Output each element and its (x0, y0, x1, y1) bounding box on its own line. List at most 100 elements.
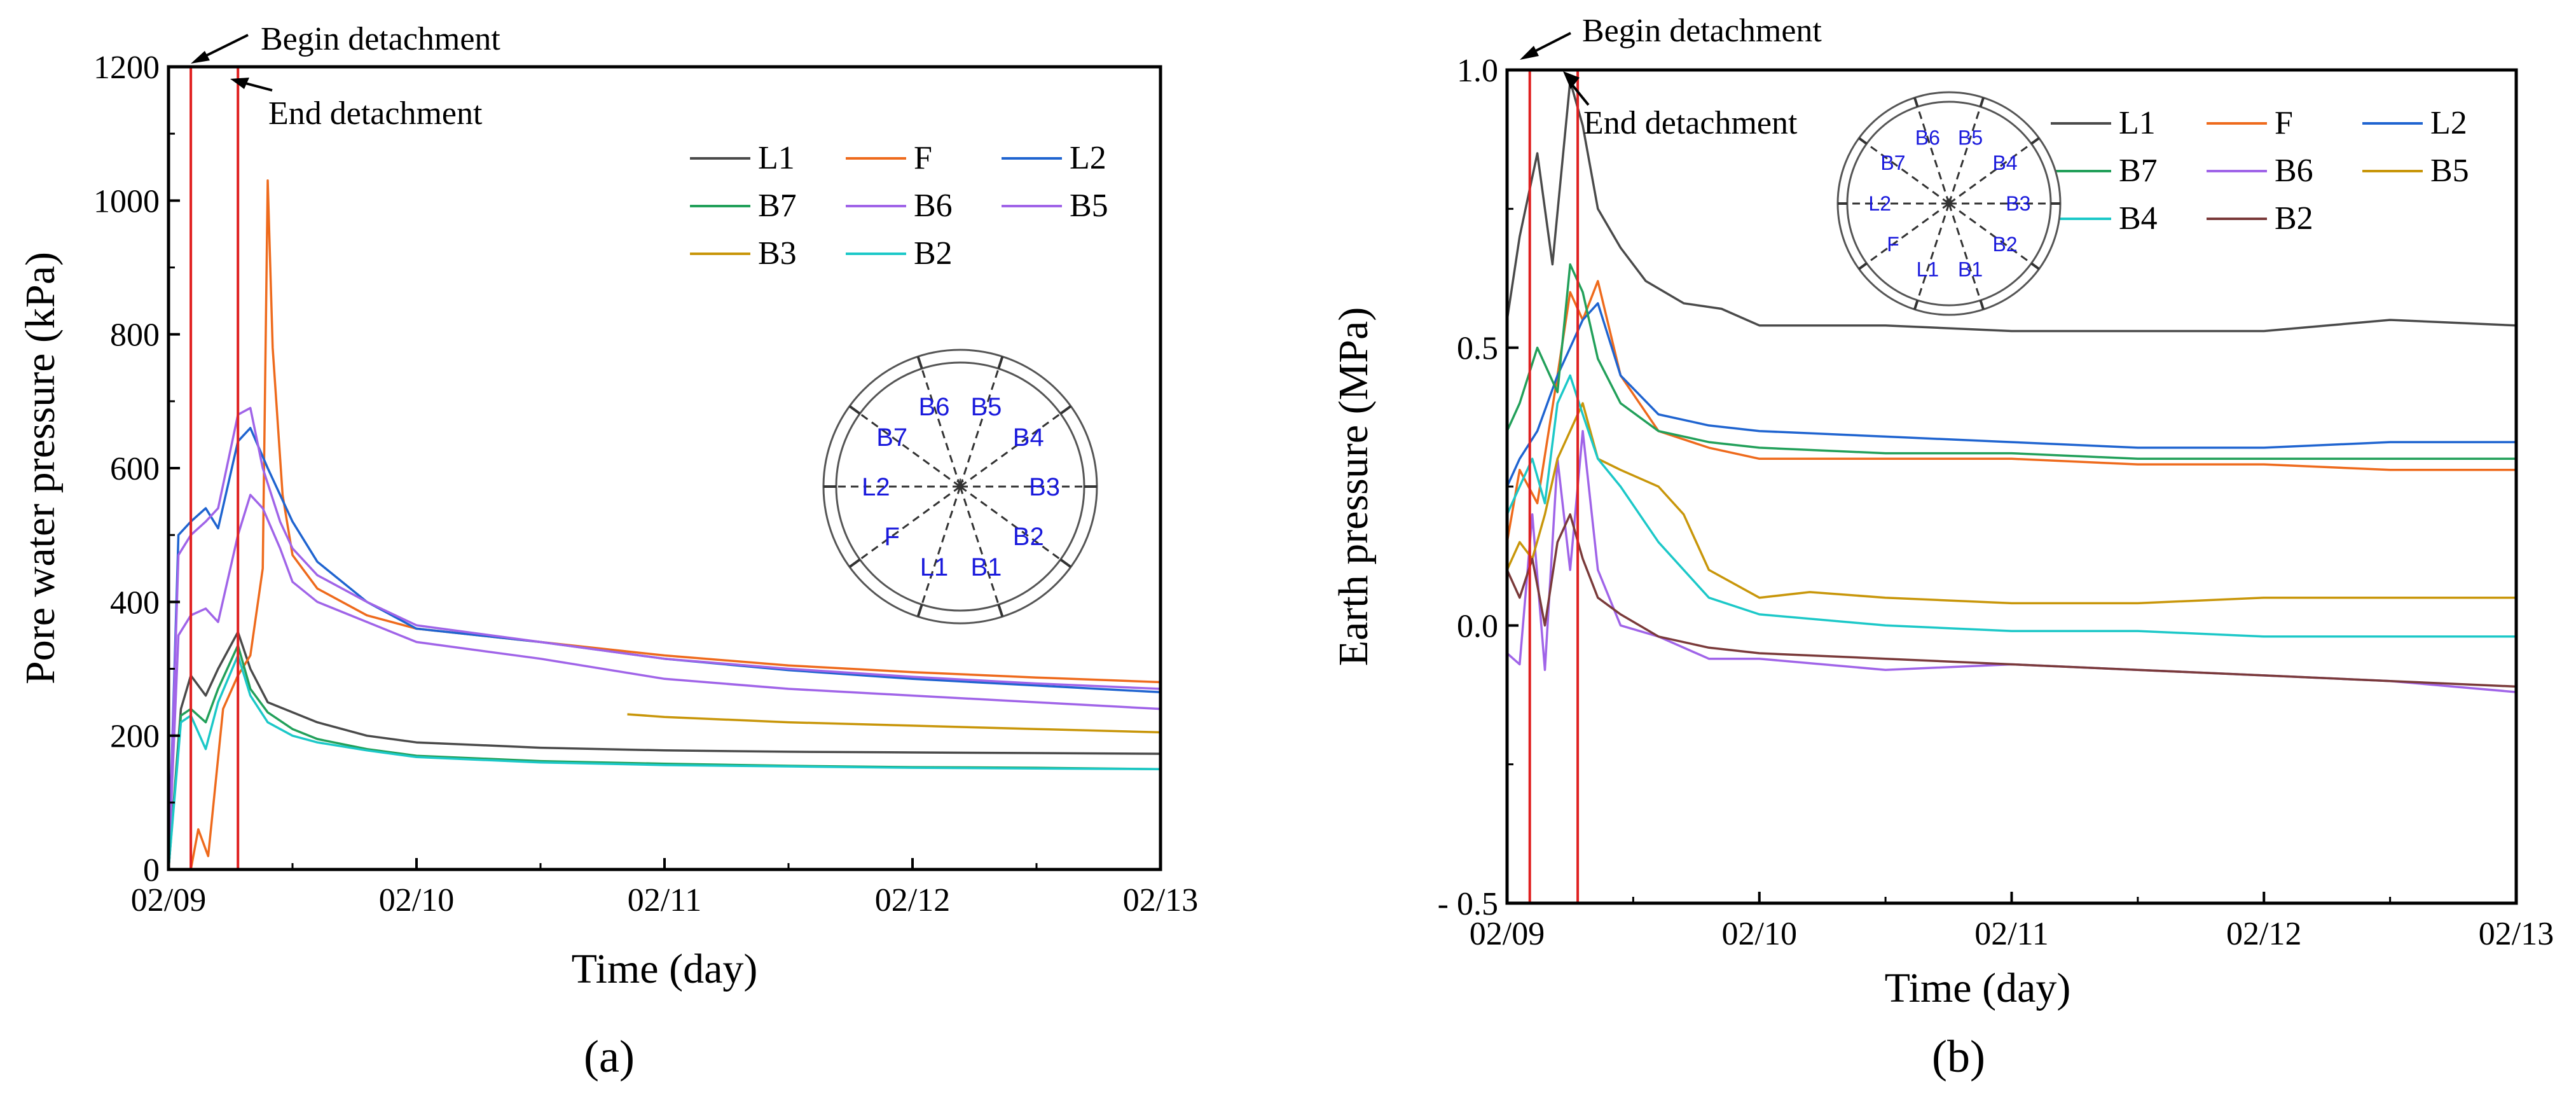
legend-label-b4-b: B4 (2119, 200, 2158, 237)
series-line-l1-b (1507, 80, 2516, 333)
series-line-l2-b (1507, 302, 2516, 487)
y-tick-label-a: 1200 (93, 50, 160, 86)
y-axis-label-a: Pore water pressure (kPa) (17, 252, 64, 684)
inset-label-b5-a: B5 (971, 393, 1002, 421)
y-tick-label-a: 800 (110, 317, 160, 354)
legend-label-l2-b: L2 (2430, 105, 2467, 141)
y-tick-label-a: 200 (110, 719, 160, 755)
legend-label-b3-a: B3 (758, 235, 797, 272)
legend-label-b6-b: B6 (2275, 153, 2313, 189)
inset-radial-line-b (1913, 97, 1950, 204)
legend-a: L1 F L2 B7 B6 B5 B3 B2 (690, 140, 1108, 272)
annotation-arrowhead-end-a (230, 78, 249, 89)
annotation-arrow-begin-a (200, 34, 249, 60)
inset-joint-mark-b (1913, 97, 1919, 107)
inset-joint-mark-a (1059, 558, 1072, 568)
inset-radial-line-a (960, 405, 1071, 488)
inset-center-mark-b: * (1946, 196, 1952, 214)
legend-label-b5-a: B5 (1070, 188, 1108, 224)
chart-panel-a: 02/09 02/10 02/11 02/12 02/13 0 200 400 600 800 10… (17, 21, 1198, 1082)
inset-label-b1-a: B1 (971, 553, 1002, 581)
legend-label-b2-a: B2 (914, 235, 953, 272)
series-line-f-b (1507, 280, 2516, 543)
x-tick-label-a: 02/12 (875, 882, 950, 918)
inset-label-l2-b: L2 (1868, 192, 1891, 215)
inset-radial-line-b (1948, 202, 2040, 270)
annotation-begin-detachment-b: Begin detachment (1582, 13, 1822, 49)
inset-diagram-b: * B6 B5 B4 B3 B2 B1 L1 F L2 B7 (1836, 91, 2062, 316)
y-tick-label-a: 400 (110, 585, 160, 621)
panel-label-a: (a) (584, 1031, 635, 1082)
annotation-arrowhead-begin-a (191, 51, 210, 64)
x-tick-label-a: 02/11 (628, 882, 702, 918)
inset-radial-line-b (1948, 137, 2040, 205)
series-line-b7-b (1507, 263, 2516, 460)
y-axis-label-b: Earth pressure (MPa) (1330, 307, 1377, 666)
inset-label-f-a: F (885, 523, 900, 551)
annotation-arrow-begin-b (1529, 32, 1571, 55)
inset-joint-mark-b (2030, 262, 2040, 270)
y-tick-label-b: 0.0 (1457, 608, 1498, 644)
series-line-b2-a (169, 654, 1161, 869)
legend-label-b7-a: B7 (758, 188, 797, 224)
inset-label-b4-a: B4 (1013, 424, 1044, 452)
series-layer-b (1507, 80, 2516, 693)
legend-label-l2-a: L2 (1070, 140, 1106, 176)
inset-label-b6-a: B6 (919, 393, 950, 421)
inset-label-b5-b: B5 (1958, 127, 1983, 149)
inset-radial-line-a (849, 405, 961, 488)
marker-layer-b (1528, 70, 1580, 903)
x-axis-label-b: Time (day) (1885, 965, 2071, 1011)
x-axis-label-a: Time (day) (572, 946, 758, 992)
annotation-arrowhead-begin-b (1520, 46, 1539, 60)
inset-joint-mark-b (1979, 97, 1985, 107)
inset-radial-line-b (1948, 97, 1985, 204)
annotation-end-detachment-b: End detachment (1583, 105, 1798, 141)
legend-label-l1-b: L1 (2119, 105, 2156, 141)
inset-joint-mark-a (1059, 405, 1072, 415)
inset-label-b3-a: B3 (1029, 473, 1060, 501)
inset-label-b3-b: B3 (2006, 192, 2030, 215)
x-tick-label-b: 02/12 (2226, 916, 2301, 952)
inset-joint-mark-a (997, 604, 1004, 618)
inset-joint-mark-a (916, 604, 923, 618)
x-tick-label-a: 02/13 (1123, 882, 1198, 918)
inset-joint-mark-a (848, 405, 861, 415)
inset-radial-line-a (959, 486, 1003, 617)
series-line-b2-b (1507, 513, 2516, 688)
inset-joint-mark-b (1979, 300, 1985, 310)
series-line-b6-b (1507, 429, 2516, 693)
tick-layer-b: 02/09 02/10 02/11 02/12 02/13 - 0.5 0.0 0.5 1.0 (1438, 53, 2554, 952)
y-tick-label-a: 600 (110, 451, 160, 487)
x-tick-label-b: 02/10 (1722, 916, 1797, 952)
inset-joint-mark-b (1913, 300, 1919, 310)
y-tick-label-a: 1000 (93, 183, 160, 219)
inset-center-mark-a: * (956, 474, 964, 497)
legend-label-b6-a: B6 (914, 188, 953, 224)
series-line-l2-a (169, 427, 1161, 869)
legend-label-b2-b: B2 (2275, 200, 2313, 237)
inset-diagram-a: * B6 B5 B4 B3 B2 B1 L1 F L2 B7 (822, 349, 1098, 625)
inset-label-b2-b: B2 (1992, 233, 2017, 256)
inset-radial-line-b (1858, 137, 1950, 205)
legend-label-b7-b: B7 (2119, 153, 2158, 189)
series-line-f-a (169, 179, 1161, 869)
inset-radial-line-a (917, 486, 961, 617)
x-tick-label-a: 02/09 (131, 882, 206, 918)
y-tick-label-a: 0 (143, 852, 160, 889)
series-line-b3-a (627, 713, 1161, 734)
series-line-b6-a (169, 494, 1161, 869)
inset-label-b7-a: B7 (876, 424, 907, 452)
chart-panel-b: 02/09 02/10 02/11 02/12 02/13- 0.50.00.51.0 … (1330, 13, 2554, 1082)
inset-label-l2-a: L2 (862, 473, 890, 501)
y-tick-label-b: 0.5 (1457, 331, 1498, 367)
inset-label-b2-a: B2 (1013, 523, 1044, 551)
inset-radial-line-a (960, 485, 1071, 568)
x-tick-label-b: 02/09 (1470, 916, 1545, 952)
x-tick-label-b: 02/13 (2479, 916, 2554, 952)
inset-label-b6-b: B6 (1915, 127, 1940, 149)
series-line-l1-a (169, 630, 1161, 869)
series-line-b5-b (1507, 402, 2516, 605)
inset-label-f-b: F (1887, 233, 1899, 256)
